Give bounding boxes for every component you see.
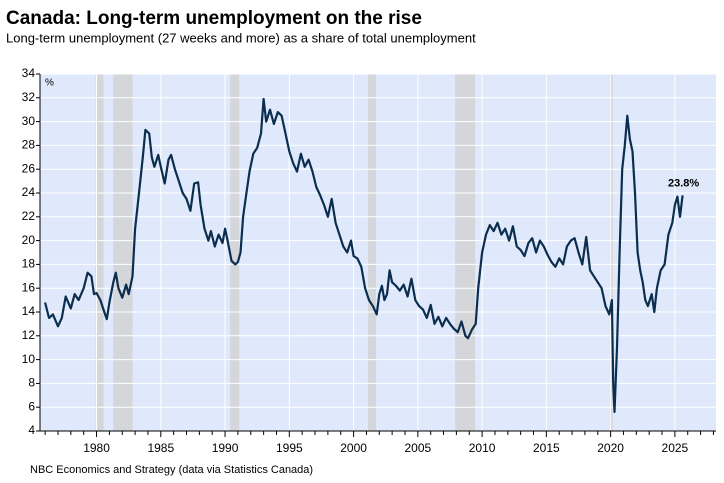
- y-tick-label: 4: [28, 423, 35, 437]
- y-tick-label: 14: [22, 304, 36, 318]
- x-tick-label: 2005: [404, 441, 431, 455]
- recession-band: [95, 74, 104, 431]
- source: NBC Economics and Strategy (data via Sta…: [30, 464, 313, 476]
- y-tick-label: 28: [22, 138, 36, 152]
- y-tick-label: 24: [22, 185, 36, 199]
- y-tick-label: 6: [28, 399, 35, 413]
- data-line: [44, 97, 684, 414]
- x-tick-label: 2025: [662, 441, 689, 455]
- y-tick-label: 22: [22, 209, 36, 223]
- x-tick-label: 2000: [340, 441, 367, 455]
- x-tick-label: 1980: [83, 441, 110, 455]
- x-tick-label: 2015: [533, 441, 560, 455]
- y-tick-label: 20: [22, 233, 36, 247]
- recession-band: [455, 74, 476, 431]
- y-tick-label: 12: [22, 328, 36, 342]
- recession-band: [113, 74, 133, 431]
- annotation: 23.8%: [668, 177, 699, 189]
- y-tick-label: 18: [22, 257, 36, 271]
- x-tick-label: 2020: [597, 441, 624, 455]
- x-tick-label: 1990: [212, 441, 239, 455]
- y-tick-label: 32: [22, 90, 36, 104]
- plot-background: [40, 74, 716, 431]
- chart-subtitle: Long-term unemployment (27 weeks and mor…: [6, 30, 476, 45]
- y-tick-label: 16: [22, 280, 36, 294]
- y-axis-unit: %: [45, 78, 54, 89]
- y-tick-label: 10: [22, 352, 36, 366]
- y-tick-label: 8: [28, 376, 35, 390]
- y-tick-label: 30: [22, 114, 36, 128]
- recession-band: [368, 74, 377, 431]
- recession-band: [230, 74, 240, 431]
- x-tick-label: 1985: [147, 441, 174, 455]
- y-tick-label: 34: [22, 66, 36, 80]
- y-tick-label: 26: [22, 161, 36, 175]
- x-tick-label: 1995: [276, 441, 303, 455]
- chart-title: Canada: Long-term unemployment on the ri…: [6, 8, 422, 29]
- recession-band: [609, 74, 613, 431]
- x-tick-label: 2010: [469, 441, 496, 455]
